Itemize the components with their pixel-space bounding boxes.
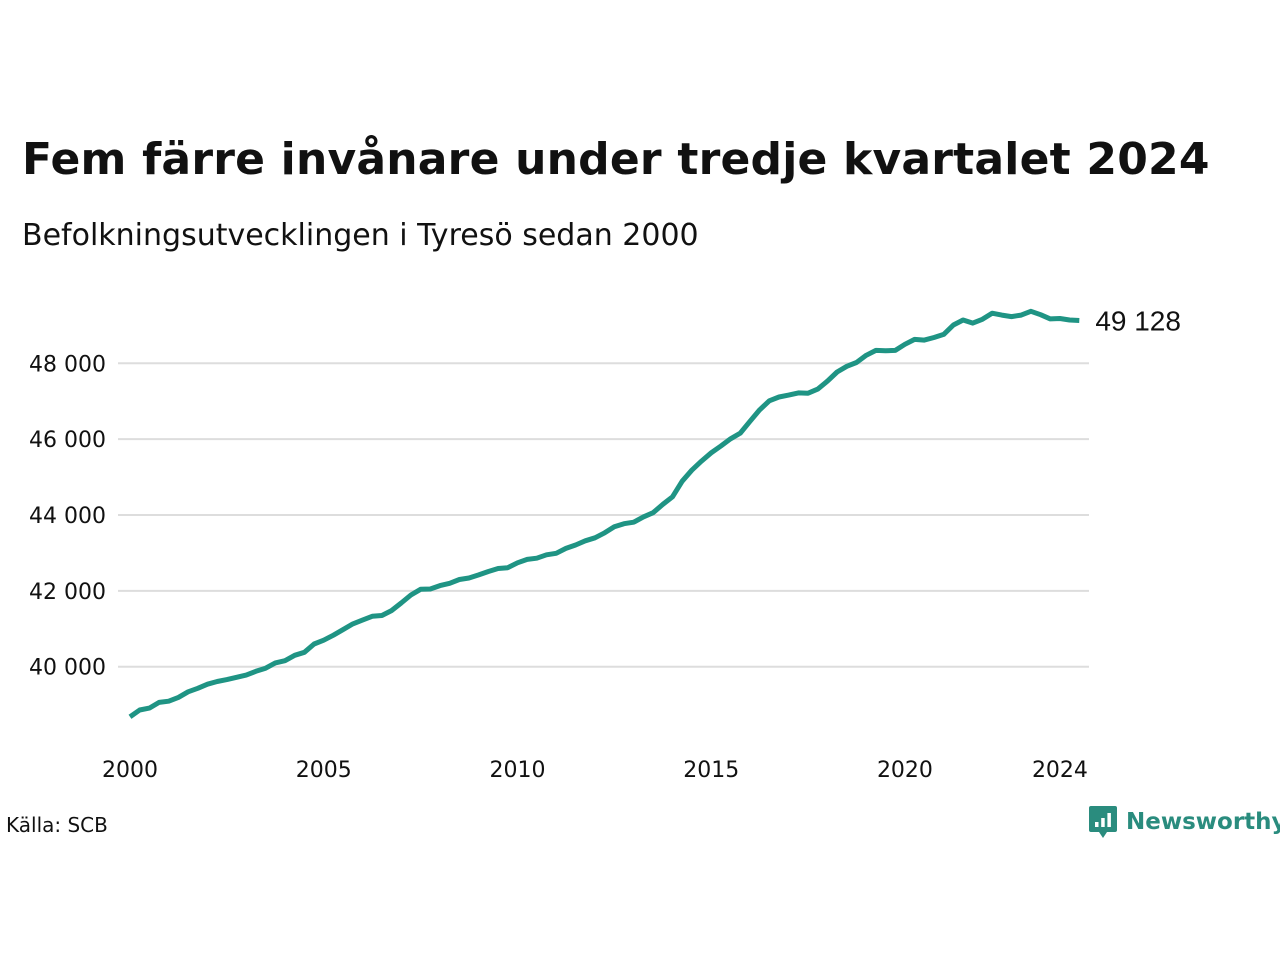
bar-chart-logo-icon — [1089, 806, 1117, 838]
x-tick-label: 2020 — [877, 758, 933, 783]
y-tick-label: 46 000 — [29, 428, 106, 453]
grid-lines — [118, 362, 1089, 668]
y-tick-label: 44 000 — [29, 504, 106, 529]
x-tick-label: 2005 — [296, 758, 352, 783]
chart-title: Fem färre invånare under tredje kvartale… — [22, 134, 1210, 185]
end-value-label: 49 128 — [1095, 305, 1181, 336]
x-tick-label: 2010 — [489, 758, 545, 783]
x-axis-tick-labels: 2000 2005 2010 2015 2020 2024 — [102, 758, 1088, 783]
data-labels: 49 128 — [1095, 305, 1181, 336]
source-note: Källa: SCB — [6, 813, 108, 837]
y-tick-label: 42 000 — [29, 580, 106, 605]
x-tick-label: 2024 — [1032, 758, 1088, 783]
x-tick-label: 2015 — [683, 758, 739, 783]
brand-name: Newsworthy — [1126, 809, 1280, 835]
y-axis-tick-labels: 40 000 42 000 44 000 46 000 48 000 — [29, 352, 106, 680]
y-tick-label: 48 000 — [29, 352, 106, 377]
series-line-0 — [128, 308, 1080, 719]
y-tick-label: 40 000 — [29, 656, 106, 681]
newsworthy-logo[interactable]: Newsworthy — [1088, 804, 1280, 840]
x-tick-label: 2000 — [102, 758, 158, 783]
chart-subtitle: Befolkningsutvecklingen i Tyresö sedan 2… — [22, 218, 699, 253]
series-layer — [128, 308, 1080, 719]
